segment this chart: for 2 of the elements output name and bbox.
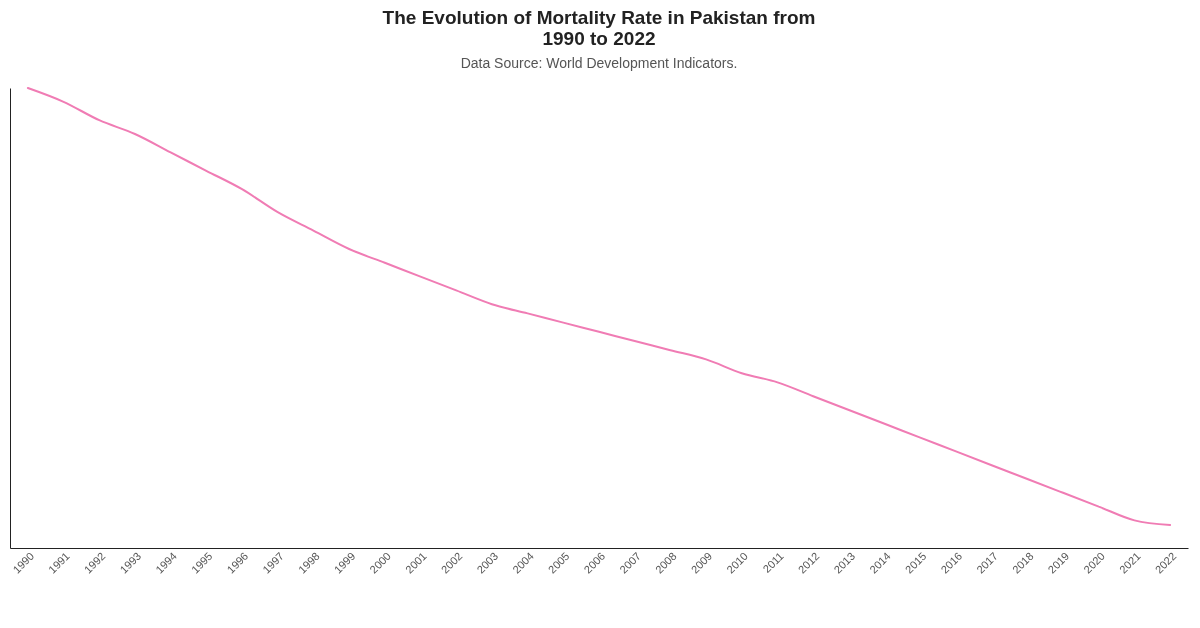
chart-title: The Evolution of Mortality Rate in Pakistan from 1990 to 2022 <box>382 7 816 49</box>
chart-subtitle: Data Source: World Development Indicators. <box>460 55 738 71</box>
